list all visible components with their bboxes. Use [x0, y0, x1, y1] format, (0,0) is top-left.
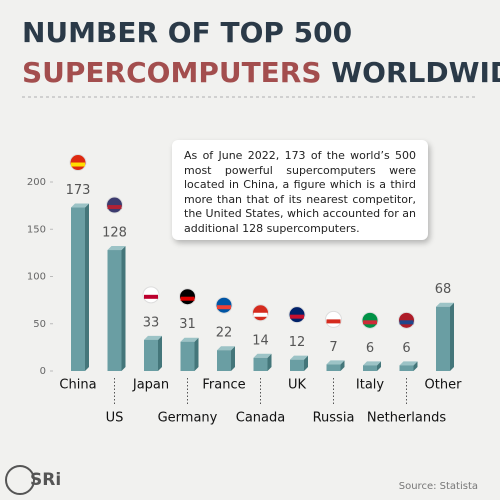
value-label: 12 [289, 335, 306, 350]
bar-side [231, 346, 235, 371]
x-tick-label: Italy [356, 378, 385, 393]
annotation: As of June 2022, 173 of the world’s 500 … [172, 140, 428, 240]
flag-part [363, 320, 377, 325]
bar-side [267, 353, 272, 371]
bar-top [326, 360, 345, 365]
value-label: 6 [402, 341, 410, 356]
title-line2: SUPERCOMPUTERS WORLDWIDE [22, 56, 500, 89]
x-tick-label: Japan [132, 378, 169, 393]
flag-part [217, 305, 231, 310]
bar-side [304, 355, 308, 371]
x-tick-label: China [59, 378, 96, 393]
bar [217, 350, 231, 371]
title-rest: WORLDWIDE [331, 56, 500, 89]
bar [290, 359, 304, 371]
bar-side [85, 203, 89, 371]
y-tick-label: 100 [27, 272, 46, 283]
value-label: 33 [143, 315, 160, 330]
bar-side [340, 360, 345, 371]
title-line1: NUMBER OF TOP 500 [22, 16, 352, 49]
logo: SRi [30, 470, 61, 490]
value-label: 173 [66, 183, 91, 198]
bar-top [71, 203, 89, 208]
flag-part [180, 296, 195, 301]
y-tick-label: 150 [27, 224, 46, 235]
x-tick-label: Other [425, 378, 463, 393]
bar [144, 339, 158, 371]
x-tick-label: US [106, 411, 124, 426]
bar-top [217, 346, 235, 351]
x-tick-label: Russia [313, 411, 355, 426]
value-label: 6 [366, 341, 374, 356]
flag-part [399, 320, 414, 325]
value-label: 68 [435, 282, 452, 297]
flag-part [144, 294, 158, 299]
flag-part [253, 312, 268, 317]
x-tick-label: Netherlands [367, 411, 446, 426]
logo-ring [5, 465, 35, 495]
bar-top [363, 361, 381, 366]
bar [71, 207, 85, 371]
bar-top [144, 335, 162, 340]
bar-side [377, 361, 381, 371]
bar-side [450, 302, 454, 371]
value-label: 31 [179, 317, 196, 332]
flag-part [71, 162, 85, 167]
flag-part [326, 319, 341, 324]
bar-top [290, 355, 308, 360]
bar [399, 365, 414, 371]
bar [326, 364, 341, 371]
value-label: 22 [216, 326, 233, 341]
x-tick-label: UK [288, 378, 307, 393]
bar-side [121, 246, 126, 371]
x-tick-label: Canada [236, 411, 285, 426]
y-tick-label: 200 [27, 177, 46, 188]
bar [436, 306, 450, 371]
bar [363, 365, 377, 371]
bar [253, 357, 268, 371]
y-tick-label: 0 [40, 366, 46, 377]
flag-part [290, 314, 304, 319]
value-label: 14 [252, 333, 269, 348]
bar [180, 341, 195, 371]
x-tick-label: Germany [158, 411, 218, 426]
source: Source: Statista [399, 481, 478, 492]
bar-top [107, 246, 126, 251]
value-label: 128 [102, 226, 127, 241]
y-tick-label: 50 [33, 319, 46, 330]
bar-side [413, 361, 418, 371]
x-tick-label: France [202, 378, 245, 393]
bar-top [399, 361, 418, 366]
bar-top [436, 302, 454, 307]
bar-top [180, 337, 199, 342]
bar [107, 250, 122, 371]
title-highlight: SUPERCOMPUTERS [22, 56, 322, 89]
flag-part [107, 205, 122, 210]
value-label: 7 [329, 340, 337, 355]
bar-top [253, 353, 272, 358]
bar-side [194, 337, 199, 371]
bar-side [158, 335, 162, 371]
